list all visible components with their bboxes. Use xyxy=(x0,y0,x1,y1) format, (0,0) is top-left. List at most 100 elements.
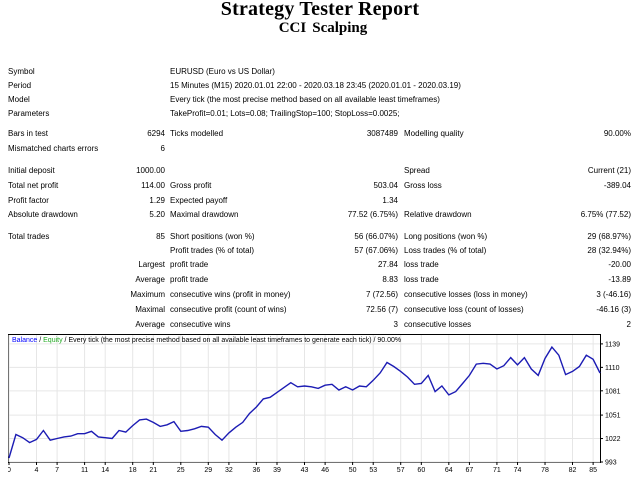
x-tick-label: 7 xyxy=(55,467,59,474)
deposit-label: Initial deposit xyxy=(8,166,55,175)
x-tick-label: 39 xyxy=(273,467,281,474)
maximal-consecutive-loss-label: consecutive loss (count of losses) xyxy=(404,305,524,314)
ticks-value: 3087489 xyxy=(366,129,398,138)
x-tick-label: 57 xyxy=(397,467,405,474)
model-label: Model xyxy=(8,95,30,104)
average2-label: Average xyxy=(135,320,165,329)
balance-chart: 993 1022 1051 1081 1110 1139 0 4 7 11 14 18 21 25 29 32… xyxy=(8,334,621,474)
quality-value: 90.00% xyxy=(603,129,631,138)
avg-consecutive-wins-value: 3 xyxy=(393,320,398,329)
max-consecutive-losses-value: 3 (-46.16) xyxy=(596,290,631,299)
average-loss-value: -13.89 xyxy=(608,275,631,284)
long-value: 29 (68.97%) xyxy=(587,232,631,241)
spread-label: Spread xyxy=(404,166,430,175)
y-tick-label: 1081 xyxy=(605,388,621,395)
maximal-consecutive-loss-value: -46.16 (3) xyxy=(596,305,631,314)
maxdd-label: Maximal drawdown xyxy=(170,210,239,219)
x-tick-label: 64 xyxy=(445,467,453,474)
x-tick-label: 60 xyxy=(417,467,425,474)
x-tick-label: 82 xyxy=(569,467,577,474)
x-tick-label: 46 xyxy=(321,467,329,474)
x-tick-label: 67 xyxy=(466,467,474,474)
maximal-consecutive-profit-label: consecutive profit (count of wins) xyxy=(170,305,287,314)
chart-legend: Balance / Equity / Every tick (the most … xyxy=(12,336,401,345)
payoff-label: Expected payoff xyxy=(170,196,228,205)
largest-profit-value: 27.84 xyxy=(377,260,398,269)
x-tick-label: 25 xyxy=(177,467,185,474)
largest-loss-value: -20.00 xyxy=(608,260,631,269)
avg-consecutive-losses-label: consecutive losses xyxy=(404,320,472,329)
balance-line xyxy=(8,345,601,459)
short-label: Short positions (won %) xyxy=(170,232,255,241)
expert-name: CCI xyxy=(278,20,307,36)
mismatch-label: Mismatched charts errors xyxy=(8,144,99,153)
bars-value: 6294 xyxy=(147,129,165,138)
max-consecutive-wins-value: 7 (72.56) xyxy=(365,290,398,299)
pf-value: 1.29 xyxy=(149,196,165,205)
x-tick-label: 78 xyxy=(541,467,549,474)
symbol-label: Symbol xyxy=(8,67,35,76)
payoff-value: 1.34 xyxy=(382,196,398,205)
x-tick-label: 0 xyxy=(8,467,11,474)
pf-label: Profit factor xyxy=(8,196,49,205)
largest-profit-label: profit trade xyxy=(170,260,209,269)
max-consecutive-losses-label: consecutive losses (loss in money) xyxy=(404,290,528,299)
ltrades-label: Loss trades (% of total) xyxy=(404,246,487,255)
maxdd-value: 77.52 (6.75%) xyxy=(347,210,398,219)
largest-loss-label: loss trade xyxy=(404,260,439,269)
mismatch-value: 6 xyxy=(160,144,165,153)
symbol-value: EURUSD (Euro vs US Dollar) xyxy=(170,67,275,76)
x-tick-label: 14 xyxy=(101,467,109,474)
x-tick-label: 71 xyxy=(493,467,501,474)
average-label: Average xyxy=(135,275,165,284)
absdd-label: Absolute drawdown xyxy=(8,210,78,219)
reldd-value: 6.75% (77.52) xyxy=(580,210,631,219)
grossloss-label: Gross loss xyxy=(404,181,442,190)
y-tick-label: 1051 xyxy=(605,413,621,420)
x-tick-label: 11 xyxy=(81,467,88,474)
bars-label: Bars in test xyxy=(8,129,49,138)
report-title: Strategy Tester Report xyxy=(220,0,420,20)
avg-consecutive-losses-value: 2 xyxy=(626,320,631,329)
average-profit-label: profit trade xyxy=(170,275,209,284)
expert-name-suffix: Scalping xyxy=(312,20,368,36)
y-tick-label: 1022 xyxy=(605,436,621,443)
x-tick-label: 21 xyxy=(149,467,157,474)
grossprofit-value: 503.04 xyxy=(373,181,398,190)
y-tick-label: 993 xyxy=(605,460,617,467)
x-tick-label: 74 xyxy=(514,467,522,474)
period-label: Period xyxy=(8,81,32,90)
maximal-consecutive-profit-value: 72.56 (7) xyxy=(365,305,398,314)
average-loss-label: loss trade xyxy=(404,275,439,284)
reldd-label: Relative drawdown xyxy=(404,210,472,219)
largest-label: Largest xyxy=(138,260,165,269)
x-tick-label: 36 xyxy=(252,467,260,474)
x-tick-label: 32 xyxy=(225,467,233,474)
netprofit-label: Total net profit xyxy=(8,181,59,190)
deposit-value: 1000.00 xyxy=(136,166,165,175)
ltrades-value: 28 (32.94%) xyxy=(587,246,631,255)
legend-balance: Balance xyxy=(12,337,38,344)
grossloss-value: -389.04 xyxy=(603,181,631,190)
report-subtitle: CCI Scalping xyxy=(0,20,640,37)
x-tick-label: 50 xyxy=(349,467,357,474)
y-tick-label: 1139 xyxy=(605,341,620,348)
x-tick-label: 4 xyxy=(35,467,39,474)
ptrades-value: 57 (67.06%) xyxy=(354,246,398,255)
quality-label: Modelling quality xyxy=(404,129,464,138)
long-label: Long positions (won %) xyxy=(404,232,488,241)
ticks-label: Ticks modelled xyxy=(170,129,224,138)
x-tick-label: 18 xyxy=(129,467,137,474)
netprofit-value: 114.00 xyxy=(141,181,165,190)
grossprofit-label: Gross profit xyxy=(170,181,212,190)
max-consecutive-wins-label: consecutive wins (profit in money) xyxy=(170,290,291,299)
x-tick-label: 43 xyxy=(301,467,309,474)
average-profit-value: 8.83 xyxy=(382,275,398,284)
y-tick-label: 1110 xyxy=(605,365,620,372)
ptrades-label: Profit trades (% of total) xyxy=(170,246,255,255)
parameters-value: TakeProfit=0.01; Lots=0.08; TrailingStop… xyxy=(170,109,400,118)
legend-description: / Every tick (the most precise method ba… xyxy=(62,337,402,344)
model-value: Every tick (the most precise method base… xyxy=(170,95,440,104)
avg-consecutive-wins-label: consecutive wins xyxy=(170,320,231,329)
spread-value: Current (21) xyxy=(587,166,631,175)
